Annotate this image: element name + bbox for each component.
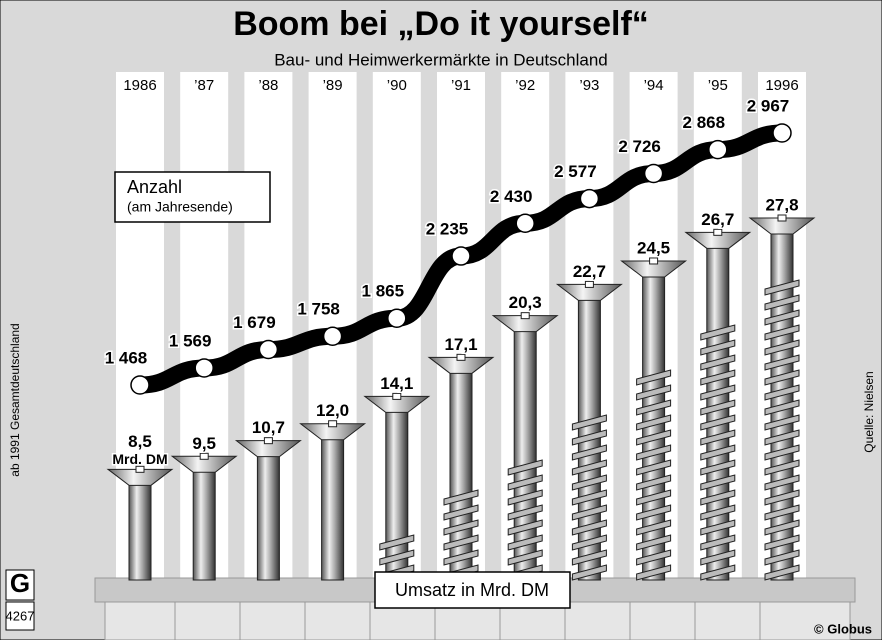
x-tick-label: ’88: [258, 77, 278, 94]
chart-subtitle: Bau- und Heimwerkermärkte in Deutschland: [274, 50, 608, 69]
screw-slot: [200, 453, 208, 459]
line-point: [388, 309, 406, 327]
note: ab 1991 Gesamtdeutschland: [8, 323, 22, 476]
value-label: 2 726: [618, 137, 661, 156]
x-tick-label: ’92: [515, 77, 535, 94]
value-label: 1 679: [233, 313, 276, 332]
value-label: 1 758: [297, 300, 340, 319]
screw-slot: [585, 281, 593, 287]
svg-text:G: G: [10, 568, 30, 598]
unit-label: Mrd. DM: [112, 451, 167, 467]
graphic-id: 4267: [6, 608, 35, 623]
line-point: [259, 341, 277, 359]
value-label: 10,7: [252, 418, 285, 437]
legend-anzahl: Anzahl (am Jahresende): [115, 172, 270, 222]
bar: [450, 371, 472, 580]
x-tick-label: ’89: [323, 77, 343, 94]
value-label: 12,0: [316, 401, 349, 420]
value-label: 14,1: [380, 374, 413, 393]
line-point: [324, 327, 342, 345]
x-tick-label: ’95: [708, 77, 728, 94]
line-point: [516, 214, 534, 232]
value-label: 2 235: [426, 220, 469, 239]
x-tick-label: ’87: [194, 77, 214, 94]
value-label: 20,3: [509, 293, 542, 312]
legend-note: (am Jahresende): [127, 199, 233, 215]
value-label: 2 967: [747, 96, 790, 115]
screw-slot: [521, 313, 529, 319]
value-label: 8,5: [128, 432, 152, 451]
screw-slot: [778, 215, 786, 221]
credit: © Globus: [814, 621, 872, 636]
value-label: 17,1: [444, 335, 477, 354]
value-label: 1 865: [362, 282, 405, 301]
x-tick-label: ’90: [387, 77, 407, 94]
x-tick-label: 1996: [765, 77, 798, 94]
screw-slot: [650, 258, 658, 264]
legend-umsatz: Umsatz in Mrd. DM: [375, 572, 570, 608]
value-label: 1 468: [105, 348, 148, 367]
screw-slot: [393, 393, 401, 399]
source: Quelle: Nielsen: [862, 371, 876, 452]
legend-label: Anzahl: [127, 177, 182, 197]
value-label: 1 569: [169, 332, 212, 351]
screw-slot: [714, 229, 722, 235]
value-label: 22,7: [573, 262, 606, 281]
bar: [129, 483, 151, 580]
line-point: [131, 376, 149, 394]
line-point: [773, 124, 791, 142]
x-tick-label: ’91: [451, 77, 471, 94]
line-point: [452, 247, 470, 265]
legend-label: Umsatz in Mrd. DM: [395, 580, 549, 600]
x-tick-label: ’93: [579, 77, 599, 94]
value-label: 2 868: [683, 113, 726, 132]
screw-slot: [264, 438, 272, 444]
line-point: [645, 165, 663, 183]
bar: [193, 470, 215, 580]
line-point: [709, 141, 727, 159]
screw-slot: [329, 421, 337, 427]
screw-slot: [457, 354, 465, 360]
chart-title: Boom bei „Do it yourself“: [233, 5, 649, 43]
value-label: 9,5: [192, 434, 216, 453]
chart: Boom bei „Do it yourself“ Bau- und Heimw…: [0, 0, 882, 640]
globus-logo: G 4267: [6, 568, 35, 630]
screw-slot: [136, 466, 144, 472]
x-tick-label: ’94: [644, 77, 664, 94]
line-point: [580, 190, 598, 208]
value-label: 27,8: [765, 195, 798, 214]
value-label: 24,5: [637, 238, 670, 257]
value-label: 26,7: [701, 210, 734, 229]
x-tick-label: 1986: [123, 77, 156, 94]
value-label: 2 577: [554, 162, 597, 181]
bar: [322, 438, 344, 580]
bar: [257, 455, 279, 580]
line-point: [195, 359, 213, 377]
value-label: 2 430: [490, 187, 533, 206]
